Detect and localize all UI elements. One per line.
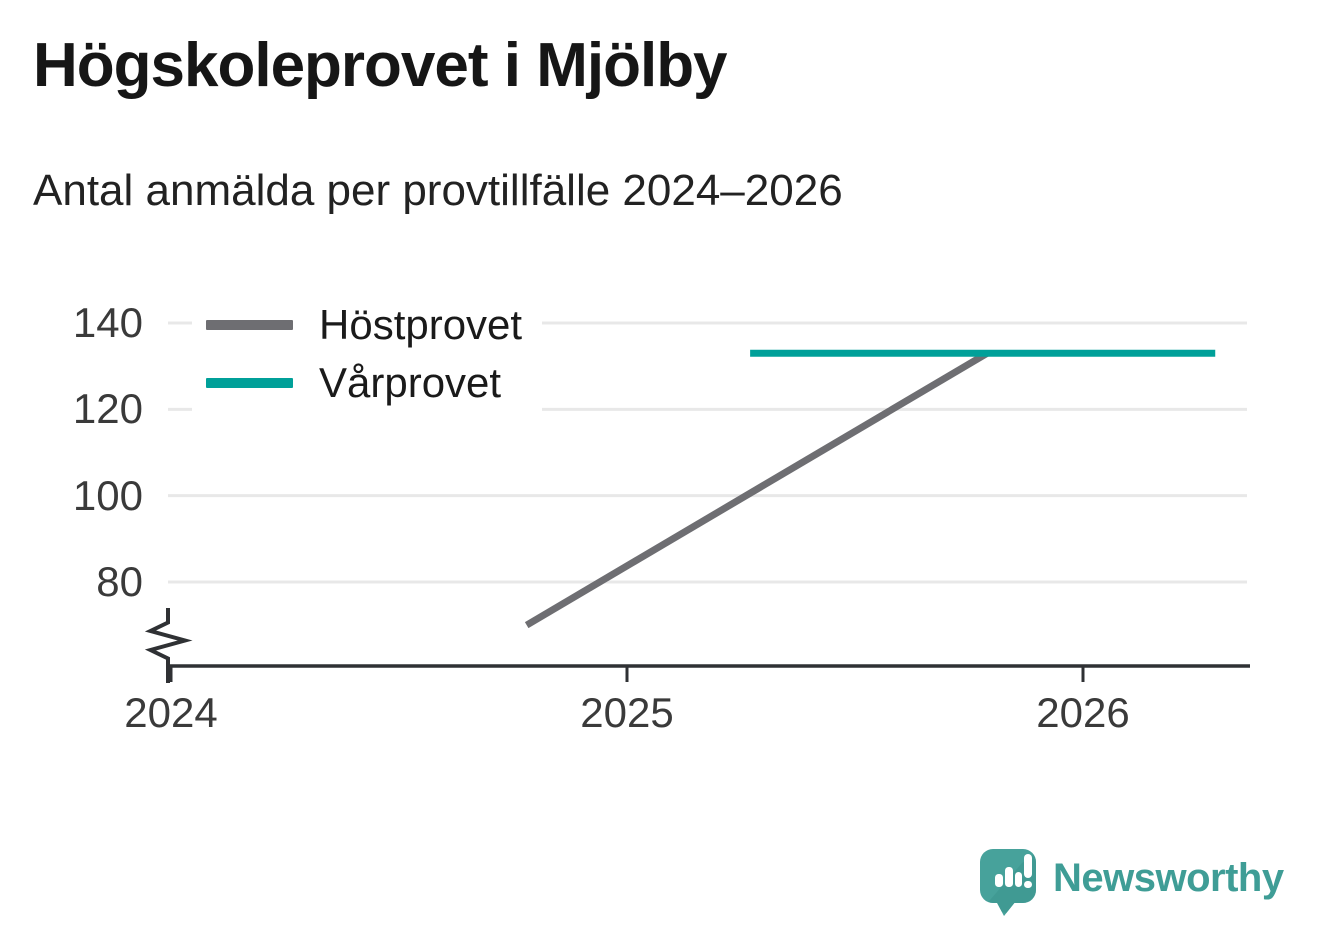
x-tick-label-2024: 2024 [124, 689, 218, 736]
logo-bar-medium [1015, 872, 1022, 887]
page-title: Högskoleprovet i Mjölby [33, 31, 728, 100]
y-tick-label-80: 80 [96, 558, 143, 605]
y-tick-label-140: 140 [72, 299, 143, 346]
logo-exclamation-bar [1024, 854, 1032, 878]
logo-bar-tall [1005, 867, 1013, 887]
x-tick-label-2025: 2025 [580, 689, 674, 736]
legend-label-varprovet: Vårprovet [319, 359, 502, 406]
legend-item-hostprovet: Höstprovet [206, 296, 522, 354]
newsworthy-wordmark: Newsworthy [1053, 856, 1284, 900]
newsworthy-logo-icon [980, 849, 1036, 916]
chart-legend: Höstprovet Vårprovet [192, 296, 543, 412]
newsworthy-branding: Newsworthy [978, 845, 1284, 917]
x-tick-label-2026: 2026 [1036, 689, 1130, 736]
logo-exclamation-dot [1024, 881, 1032, 888]
page-subtitle: Antal anmälda per provtillfälle 2024–202… [33, 166, 843, 215]
legend-swatch-varprovet [206, 378, 293, 388]
logo-bar-short [995, 874, 1003, 887]
y-tick-label-100: 100 [72, 471, 143, 519]
legend-label-hostprovet: Höstprovet [319, 301, 523, 348]
legend-swatch-hostprovet [206, 320, 293, 330]
legend-item-varprovet: Vårprovet [206, 354, 522, 412]
series-line-hstprovet [524, 350, 990, 629]
axis-break-zigzag [144, 608, 193, 683]
y-tick-label-120: 120 [72, 385, 143, 433]
